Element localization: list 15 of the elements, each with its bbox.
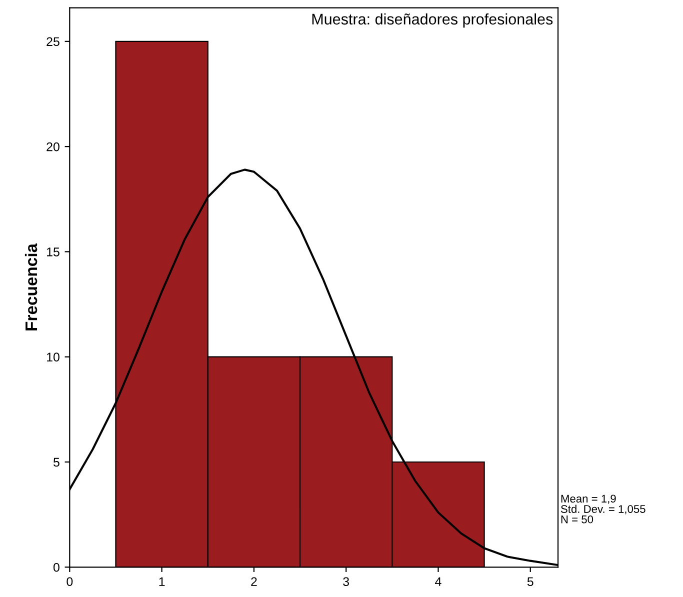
y-tick-label: 25 xyxy=(46,37,60,46)
x-tick-label: 1 xyxy=(159,577,165,586)
x-tick-label: 0 xyxy=(66,577,73,586)
y-tick-label: 0 xyxy=(53,562,60,572)
y-tick-label: 20 xyxy=(46,142,60,152)
annotation: Muestra: diseñadores profesionales xyxy=(312,13,553,28)
y-tick-label: 10 xyxy=(46,352,60,362)
x-tick-label: 2 xyxy=(251,577,257,586)
y-tick-label: 15 xyxy=(46,248,60,256)
y-axis-title: Frecuencia xyxy=(24,243,38,330)
x-tick-label: 4 xyxy=(435,577,442,586)
x-tick-label: 3 xyxy=(343,577,350,586)
text: Mean = 1,9 Std. Dev. = 1,055 N = 50 xyxy=(560,494,646,524)
x-tick-label: 5 xyxy=(527,577,534,586)
y-tick-label: 5 xyxy=(53,458,60,467)
